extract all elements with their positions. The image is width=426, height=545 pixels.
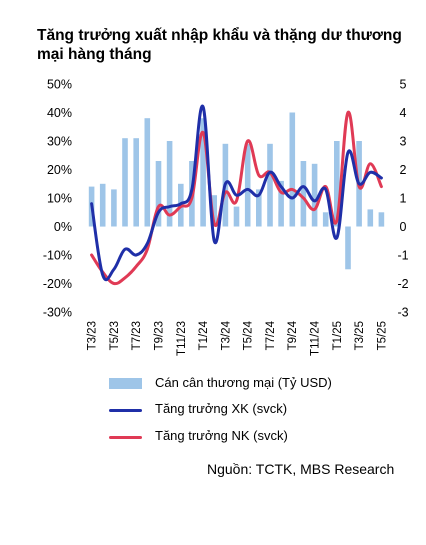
bar: [334, 141, 340, 227]
x-tick-label: T3/25: [354, 321, 366, 350]
right-tick-label: -3: [397, 306, 408, 320]
bar: [311, 163, 318, 227]
export-growth-line: [90, 104, 383, 282]
bar: [144, 118, 151, 227]
bar: [378, 212, 385, 227]
bar: [211, 195, 217, 227]
bar: [99, 183, 106, 227]
bar: [289, 112, 296, 227]
right-tick-label: 3: [400, 135, 407, 149]
legend-label-bars: Cán cân thương mại (Tỷ USD): [155, 375, 332, 390]
right-tick-label: 2: [400, 163, 407, 177]
x-tick-label: T3/23: [87, 321, 99, 350]
right-tick-label: -1: [397, 249, 408, 263]
import-growth-line: [90, 110, 383, 286]
chart-title: Tăng trưởng xuất nhập khẩu và thặng dư t…: [37, 27, 402, 63]
x-tick-label: T7/23: [131, 321, 143, 350]
left-tick-label: 30%: [47, 135, 72, 149]
left-tick-label: 0%: [54, 220, 72, 234]
left-tick-label: -30%: [43, 306, 72, 320]
left-tick-label: -20%: [43, 277, 72, 291]
bar: [233, 206, 240, 227]
x-tick-label: T1/24: [198, 320, 210, 350]
bar: [300, 161, 307, 227]
bar: [244, 143, 251, 227]
bar: [133, 138, 139, 227]
x-tick-label: T5/25: [376, 321, 388, 350]
x-tick-label: T11/24: [310, 320, 322, 356]
bar: [267, 143, 273, 227]
x-tick-label: T9/24: [287, 320, 299, 350]
left-tick-label: 10%: [47, 192, 72, 206]
bar: [155, 161, 162, 227]
right-tick-label: 0: [400, 220, 407, 234]
bar: [122, 138, 128, 227]
right-tick-label: 1: [400, 192, 407, 206]
x-tick-label: T1/25: [332, 321, 344, 350]
right-tick-label: 5: [400, 78, 407, 92]
bar: [200, 118, 206, 227]
left-axis: 50% 40% 30% 20% 10% 0% -10% -20% -30%: [43, 78, 72, 320]
legend-swatch-import: [109, 436, 142, 439]
left-tick-label: 20%: [47, 163, 72, 177]
left-tick-label: 50%: [47, 78, 72, 92]
source-note: Nguồn: TCTK, MBS Research: [207, 461, 395, 477]
line-series: [90, 104, 383, 286]
bar: [166, 141, 173, 227]
x-tick-label: T11/23: [176, 321, 188, 356]
bar: [322, 212, 329, 227]
bar: [367, 209, 374, 227]
legend-label-export: Tăng trưởng XK (svck): [155, 401, 288, 416]
x-tick-label: T9/23: [154, 321, 166, 350]
bar: [278, 180, 284, 227]
x-tick-label: T5/23: [109, 321, 121, 350]
legend-swatch-bars: [109, 378, 142, 389]
left-tick-label: 40%: [47, 106, 72, 120]
x-tick-label: T5/24: [243, 320, 255, 350]
legend-label-import: Tăng trưởng NK (svck): [155, 428, 288, 443]
x-tick-label: T7/24: [265, 320, 277, 350]
bar: [256, 189, 262, 227]
right-tick-label: -2: [397, 277, 408, 291]
bar: [111, 189, 117, 227]
bar: [345, 226, 351, 270]
right-tick-label: 4: [400, 106, 407, 120]
x-tick-label: T3/24: [220, 320, 232, 350]
left-tick-label: -10%: [43, 249, 72, 263]
legend-swatch-export: [109, 409, 142, 412]
right-axis: 5 4 3 2 1 0 -1 -2 -3: [397, 78, 408, 320]
x-axis: T3/23 T5/23 T7/23 T9/23 T11/23 T1/24 T3/24 T5/2…: [87, 320, 389, 356]
